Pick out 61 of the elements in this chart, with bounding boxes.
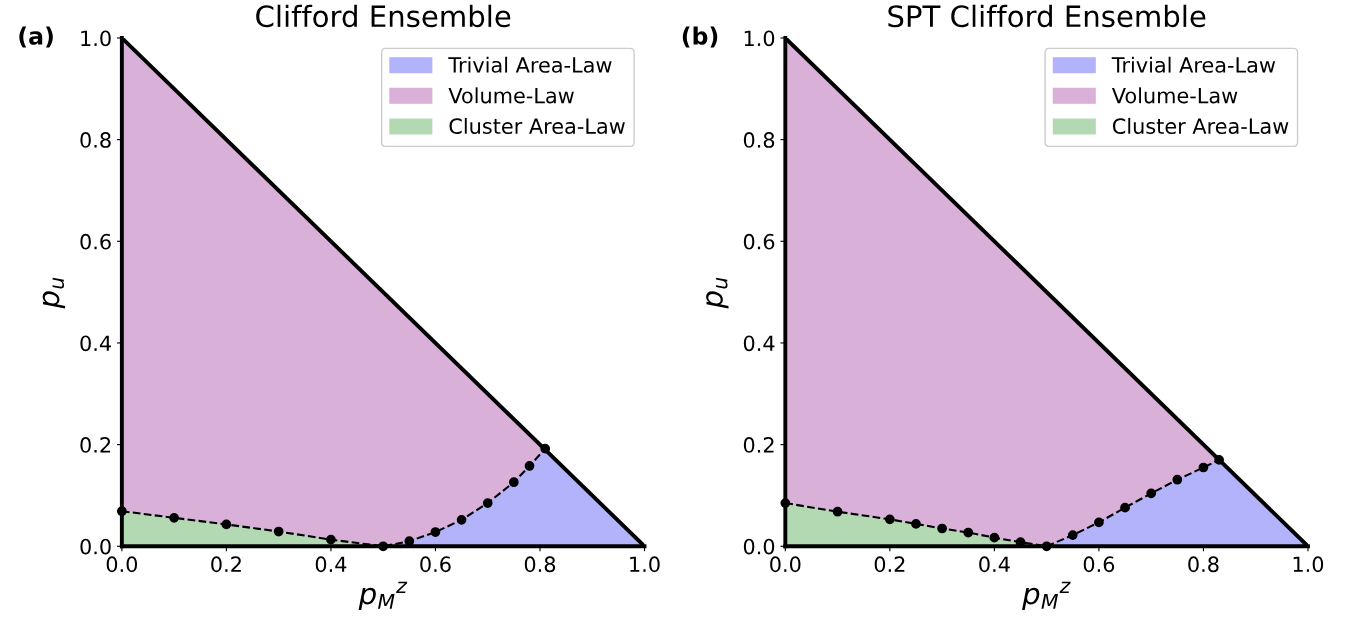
point (456, 514, 467, 525)
x-tick-label: 0.4 (315, 556, 347, 573)
text: (b) (682, 26, 718, 48)
x-axis-title: p$_{M}$$^{z}$ (1022, 581, 1071, 611)
chart-title: Clifford Ensemble (256, 4, 511, 28)
chart-title: SPT Clifford Ensemble (888, 4, 1206, 28)
y-tick-label: 0.6 (743, 233, 775, 250)
point (508, 477, 519, 488)
y-tick-label: 0.8 (80, 132, 111, 148)
x-tick-label: 0.8 (1188, 556, 1219, 573)
point (169, 512, 179, 523)
point (273, 526, 284, 537)
x-tick-label: 0.6 (1083, 556, 1115, 573)
point (1146, 488, 1157, 499)
y-tick-label: 0.4 (743, 335, 775, 352)
point (524, 461, 535, 471)
x-tick-label: 0.0 (106, 556, 138, 573)
point (430, 527, 441, 537)
legend-label: Cluster Area-Law (449, 117, 625, 135)
y-tick-label: 1.0 (744, 30, 775, 47)
point (540, 443, 551, 454)
legend-label: Volume-Law (1111, 87, 1238, 104)
point (221, 519, 232, 530)
point (1172, 474, 1183, 485)
y-tick-label: 0.0 (743, 538, 775, 555)
x-tick-label: 0.6 (420, 556, 451, 573)
x-tick-label: 0.0 (770, 556, 801, 573)
point (963, 527, 974, 538)
point (1094, 517, 1104, 528)
x-tick-label: 1.0 (1293, 556, 1324, 573)
y-axis-title: p$_{u}$ (42, 277, 66, 309)
point (937, 523, 947, 534)
text: (a) (19, 26, 53, 48)
x-tick-label: 0.8 (524, 556, 556, 573)
point (326, 534, 336, 545)
y-tick-label: 0.2 (743, 437, 774, 453)
y-tick-label: 0.2 (80, 437, 111, 453)
point (1214, 455, 1224, 465)
point (1067, 530, 1078, 540)
legend-label: Trivial Area-Law (448, 56, 612, 73)
x-tick-label: 1.0 (630, 556, 660, 573)
y-tick-label: 0.4 (80, 335, 111, 352)
legend-label: Trivial Area-Law (1111, 56, 1276, 73)
point (989, 532, 1000, 543)
legend-label: Cluster Area-Law (1112, 117, 1289, 135)
y-axis-title: p$_{u}$ (706, 277, 729, 309)
x-tick-label: 0.4 (979, 556, 1010, 573)
x-tick-label: 0.2 (874, 556, 905, 573)
x-tick-label: 0.2 (211, 556, 241, 573)
point (1198, 462, 1209, 473)
y-tick-label: 0.8 (743, 132, 775, 148)
point (832, 506, 843, 517)
x-axis-title: p$_{M}$$^{z}$ (358, 581, 408, 611)
y-tick-label: 0.6 (80, 233, 111, 250)
y-tick-label: 0.0 (80, 538, 111, 555)
point (482, 498, 493, 508)
point (884, 514, 895, 525)
legend-label: Volume-Law (448, 87, 574, 104)
point (1120, 502, 1130, 513)
y-tick-label: 1.0 (81, 30, 111, 47)
point (911, 519, 921, 529)
